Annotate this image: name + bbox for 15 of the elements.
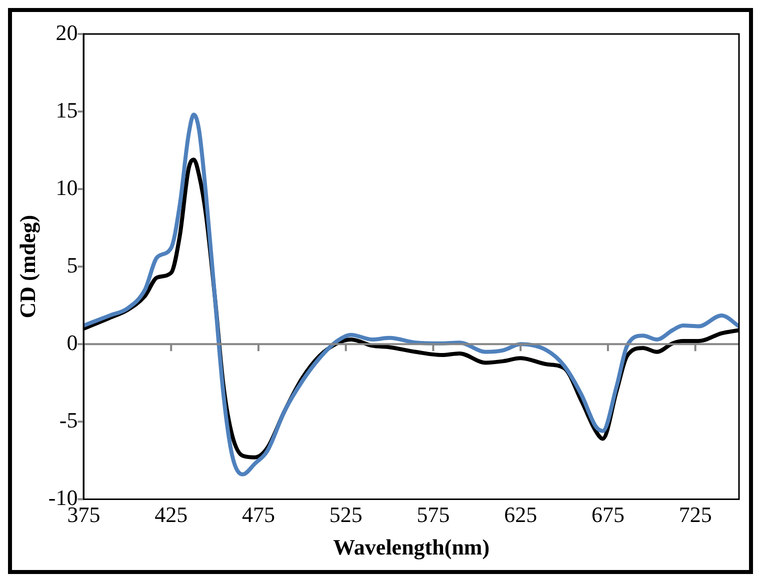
y-axis-title: CD (mdeg) <box>14 214 40 318</box>
y-tick-label: 0 <box>66 330 78 355</box>
y-tick-label: 20 <box>56 20 78 45</box>
y-tick-label: 15 <box>56 97 78 122</box>
x-tick-label: 725 <box>678 502 712 528</box>
x-tick-label: 675 <box>591 502 624 528</box>
x-tick-label: 525 <box>329 502 362 528</box>
x-axis-title: Wavelength(nm) <box>333 534 490 560</box>
x-tick-label: 425 <box>154 502 188 528</box>
x-tick-label: 475 <box>242 502 275 528</box>
x-tick-label: 575 <box>416 502 450 528</box>
y-tick-label: 10 <box>56 174 78 200</box>
y-tick-label: 5 <box>66 252 78 278</box>
x-tick-label: 625 <box>504 502 538 528</box>
y-tick-label: -5 <box>59 407 78 432</box>
